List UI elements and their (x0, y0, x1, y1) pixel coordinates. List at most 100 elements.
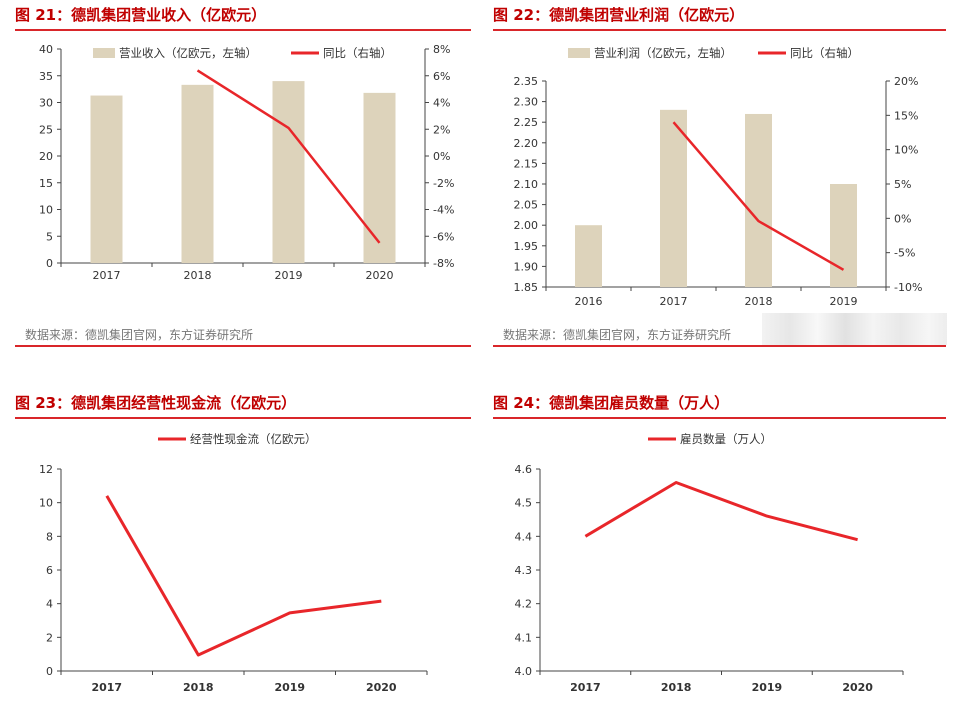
y-tick-label-left: 20 (39, 150, 53, 163)
y-tick-label-right: 15% (894, 109, 918, 122)
bar (363, 92, 396, 263)
y-tick-label-left: 2.15 (514, 157, 539, 170)
x-tick-label: 2019 (275, 269, 303, 282)
y-tick-label-left: 4.1 (515, 631, 533, 644)
footer-divider (493, 345, 946, 347)
y-tick-label-left: 25 (39, 123, 53, 136)
x-tick-label: 2017 (660, 295, 688, 308)
y-tick-label-left: 2.00 (514, 219, 539, 232)
y-tick-label-left: 6 (46, 564, 53, 577)
y-tick-label-left: 4.0 (515, 665, 533, 678)
source-note: 数据来源：德凯集团官网，东方证券研究所 (503, 328, 732, 342)
y-tick-label-right: 8% (433, 43, 450, 56)
x-tick-label: 2017 (93, 269, 121, 282)
legend-label: 同比（右轴） (790, 46, 859, 60)
x-tick-label: 2020 (842, 681, 873, 694)
y-tick-label-right: 5% (894, 178, 911, 191)
x-tick-label: 2017 (570, 681, 601, 694)
y-tick-label-left: 4.5 (515, 497, 533, 510)
y-tick-label-right: -6% (433, 230, 454, 243)
chart-title: 图 22：德凯集团营业利润（亿欧元） (493, 5, 946, 31)
y-tick-label-right: 0% (894, 212, 911, 225)
bar (272, 81, 305, 263)
bar (830, 184, 857, 287)
y-tick-label-left: 1.85 (514, 281, 539, 294)
chart-title: 图 24：德凯集团雇员数量（万人） (493, 393, 946, 419)
y-tick-label-left: 12 (39, 463, 53, 476)
legend-label: 经营性现金流（亿欧元） (190, 432, 317, 446)
series-line (196, 69, 381, 244)
y-tick-label-left: 35 (39, 70, 53, 83)
legend-label: 营业利润（亿欧元，左轴） (594, 46, 732, 60)
bar (90, 95, 123, 263)
x-tick-label: 2018 (745, 295, 773, 308)
chart-title: 图 21：德凯集团营业收入（亿欧元） (15, 5, 471, 31)
y-tick-label-right: -5% (894, 247, 915, 260)
x-tick-label: 2020 (366, 269, 394, 282)
cashflow-chart: 0 2 4 6 8 10 12 2017 2018 2019 2020 经营性现金流（亿欧元） (39, 432, 428, 694)
y-tick-label-left: 40 (39, 43, 53, 56)
y-tick-label-left: 4.2 (515, 598, 533, 611)
legend-swatch-bar (93, 48, 115, 58)
chart-panel-cashflow: 图 23：德凯集团经营性现金流（亿欧元） 0 2 4 6 8 10 12 2017 2018 20… (15, 393, 471, 698)
x-tick-label: 2018 (184, 269, 212, 282)
y-tick-label-right: -10% (894, 281, 922, 294)
y-tick-label-right: -8% (433, 257, 454, 270)
x-tick-label: 2018 (661, 681, 692, 694)
y-tick-label-left: 4.3 (515, 564, 533, 577)
y-tick-label-left: 2.25 (514, 116, 539, 129)
y-tick-label-right: 0% (433, 150, 450, 163)
legend-label: 营业收入（亿欧元，左轴） (119, 46, 257, 60)
bar (745, 113, 772, 288)
y-tick-label-left: 1.95 (514, 240, 539, 253)
y-tick-label-right: 10% (894, 144, 918, 157)
series-line (584, 481, 858, 542)
footer-divider (15, 345, 471, 347)
y-tick-label-left: 5 (46, 230, 53, 243)
employees-chart: 4.0 4.1 4.2 4.3 4.4 4.5 4.6 2017 2018 2019 2020 雇员数… (515, 432, 904, 694)
chart-title: 图 23：德凯集团经营性现金流（亿欧元） (15, 393, 471, 419)
bar (181, 84, 214, 263)
chart-panel-revenue: 图 21：德凯集团营业收入（亿欧元） 0 5 10 15 20 25 30 35 40 -8% -6… (15, 5, 471, 347)
y-tick-label-right: 2% (433, 123, 450, 136)
y-tick-label-left: 10 (39, 204, 53, 217)
y-tick-label-right: 6% (433, 70, 450, 83)
profit-chart: 1.85 1.90 1.95 2.00 2.05 2.10 2.15 2.20 2.25 2.30… (514, 46, 923, 308)
bar (660, 109, 687, 287)
y-tick-label-left: 10 (39, 497, 53, 510)
revenue-chart: 0 5 10 15 20 25 30 35 40 -8% -6% -4% -2% 0% 2% 4% 6% 8% 20… (39, 43, 454, 282)
chart-panel-profit: 图 22：德凯集团营业利润（亿欧元） 1.85 1.90 1.95 2.00 2.05 2… (493, 5, 946, 347)
blurred-watermark (762, 313, 947, 345)
x-tick-label: 2016 (575, 295, 603, 308)
x-tick-label: 2017 (91, 681, 122, 694)
y-tick-label-left: 2.20 (514, 137, 539, 150)
y-tick-label-left: 2 (46, 631, 53, 644)
y-tick-label-right: 20% (894, 75, 918, 88)
y-tick-label-left: 0 (46, 665, 53, 678)
source-note: 数据来源：德凯集团官网，东方证券研究所 (25, 328, 254, 342)
series-line (672, 121, 845, 271)
chart-panel-employees: 图 24：德凯集团雇员数量（万人） 4.0 4.1 4.2 4.3 4.4 4.5 4.6 2… (493, 393, 946, 698)
y-tick-label-right: -2% (433, 177, 454, 190)
y-tick-label-left: 4.6 (515, 463, 533, 476)
x-tick-label: 2019 (830, 295, 858, 308)
y-tick-label-left: 30 (39, 97, 53, 110)
y-tick-label-left: 4.4 (515, 530, 533, 543)
x-tick-label: 2018 (183, 681, 214, 694)
y-tick-label-right: -4% (433, 204, 454, 217)
y-tick-label-left: 1.90 (514, 260, 539, 273)
x-tick-label: 2019 (274, 681, 305, 694)
y-tick-label-left: 2.30 (514, 96, 539, 109)
bar (575, 225, 602, 287)
x-tick-label: 2020 (366, 681, 397, 694)
series-line (105, 495, 382, 657)
y-tick-label-left: 4 (46, 598, 53, 611)
y-tick-label-left: 8 (46, 530, 53, 543)
y-tick-label-left: 2.10 (514, 178, 539, 191)
y-tick-label-left: 2.05 (514, 199, 539, 212)
y-tick-label-left: 2.35 (514, 75, 539, 88)
legend-label: 雇员数量（万人） (680, 432, 772, 446)
x-tick-label: 2019 (752, 681, 783, 694)
y-tick-label-left: 15 (39, 177, 53, 190)
legend-label: 同比（右轴） (323, 46, 392, 60)
